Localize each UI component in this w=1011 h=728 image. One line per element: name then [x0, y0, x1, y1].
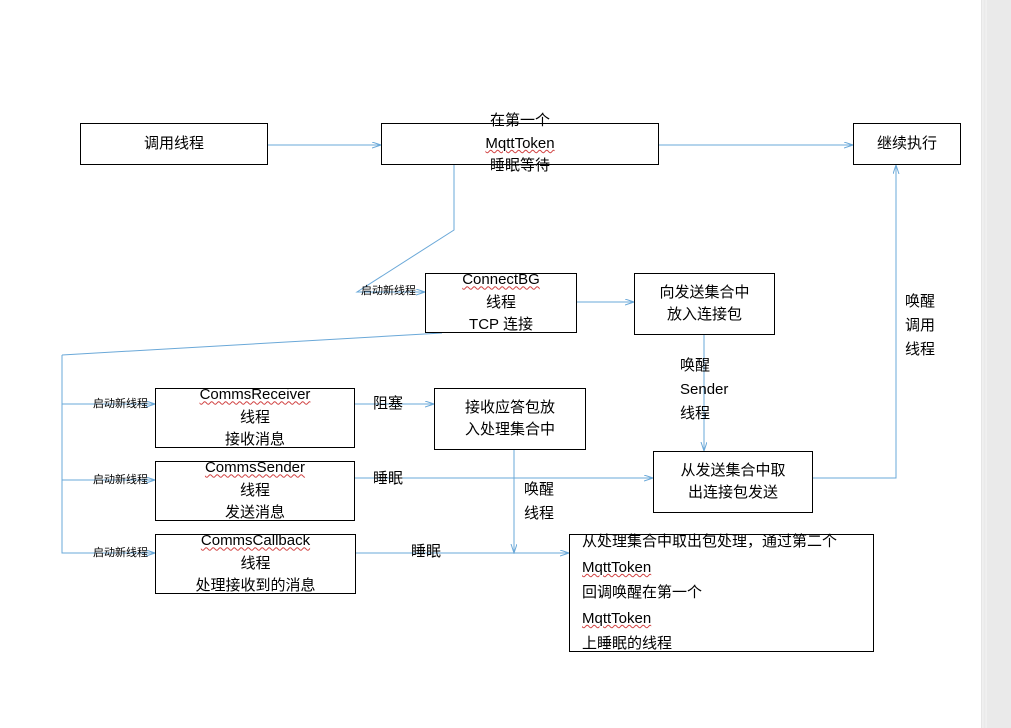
- label-l6: 睡眠: [373, 467, 403, 491]
- node-n1: 调用线程: [80, 123, 268, 165]
- edge: [813, 165, 896, 478]
- label-l8: 唤醒线程: [524, 478, 554, 526]
- label-l10: 唤醒调用线程: [905, 290, 935, 362]
- label-l4: 启动新线程: [93, 545, 148, 563]
- flowchart-canvas: 调用线程 在第一个 MqttToken 睡眠等待 继续执行 ConnectBG 线程T…: [0, 0, 1011, 728]
- node-n10: CommsCallback 线程处理接收到的消息: [155, 534, 356, 594]
- node-n4: ConnectBG 线程TCP 连接: [425, 273, 577, 333]
- edge: [62, 355, 83, 553]
- node-n6: CommsReceiver 线程接收消息: [155, 388, 355, 448]
- node-n8: CommsSender 线程发送消息: [155, 461, 355, 521]
- label-l1: 启动新线程: [361, 283, 416, 301]
- label-l7: 睡眠: [411, 540, 441, 564]
- node-n3: 继续执行: [853, 123, 961, 165]
- node-n7: 接收应答包放入处理集合中: [434, 388, 586, 450]
- label-l5: 阻塞: [373, 392, 403, 416]
- page-edge: [981, 0, 987, 728]
- label-l9: 唤醒Sender线程: [680, 354, 728, 426]
- node-n9: 从发送集合中取出连接包发送: [653, 451, 813, 513]
- page-margin: [987, 0, 1011, 728]
- edge: [62, 333, 442, 355]
- node-n2: 在第一个 MqttToken 睡眠等待: [381, 123, 659, 165]
- node-n11: 从处理集合中取出包处理，通过第二个 MqttToken 回调唤醒在第一个 Mqt…: [569, 534, 874, 652]
- label-l2: 启动新线程: [93, 396, 148, 414]
- label-l3: 启动新线程: [93, 472, 148, 490]
- node-n5: 向发送集合中放入连接包: [634, 273, 775, 335]
